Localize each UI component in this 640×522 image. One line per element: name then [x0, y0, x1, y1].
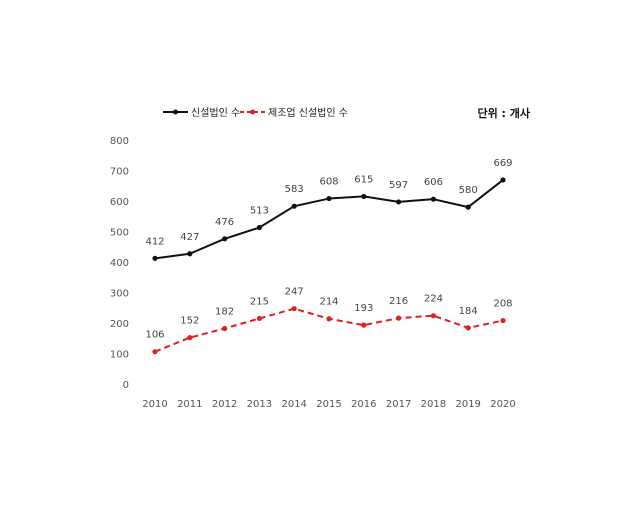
data-point [222, 325, 228, 332]
data-point [465, 325, 471, 331]
y-tick-label: 600 [110, 197, 129, 208]
legend-label-series-2: 제조업 신설법인 수 [268, 106, 348, 119]
data-label: 669 [493, 158, 512, 169]
data-point [361, 193, 367, 200]
unit-label: 단위 : 개사 [477, 106, 530, 120]
data-point [500, 177, 506, 183]
series-line-2 [154, 307, 504, 353]
data-label: 583 [285, 184, 304, 195]
data-point [256, 315, 262, 322]
data-label: 412 [145, 236, 164, 247]
data-point [152, 255, 158, 261]
data-point [256, 224, 262, 231]
series-layer [152, 177, 506, 355]
x-tick-label: 2010 [142, 399, 167, 410]
x-tick-label: 2011 [177, 399, 202, 410]
data-label: 152 [180, 316, 199, 327]
data-label: 193 [354, 303, 373, 314]
data-point [430, 196, 436, 202]
data-label: 182 [215, 306, 234, 317]
y-tick-label: 800 [110, 136, 129, 147]
data-point [465, 204, 471, 210]
data-point [222, 236, 228, 242]
x-axis: 2010 2011 2012 2013 2014 2015 2016 2017 2018 2019… [142, 399, 515, 410]
data-label: 247 [285, 287, 304, 298]
data-label: 184 [459, 306, 478, 317]
data-label: 224 [424, 294, 443, 305]
data-point [326, 316, 332, 322]
data-label: 214 [319, 297, 338, 308]
data-label: 476 [215, 217, 234, 228]
x-tick-label: 2012 [212, 399, 237, 410]
data-label: 216 [389, 296, 408, 307]
data-point [500, 317, 506, 324]
y-tick-label: 200 [110, 319, 129, 330]
data-point [430, 313, 436, 319]
data-point [152, 349, 158, 355]
x-tick-label: 2013 [247, 399, 272, 410]
y-tick-label: 300 [110, 289, 129, 300]
y-tick-label: 700 [110, 167, 129, 178]
data-label: 606 [424, 177, 443, 188]
y-tick-label: 100 [110, 350, 129, 361]
x-tick-label: 2017 [386, 399, 411, 410]
data-label: 608 [319, 177, 338, 188]
data-point [187, 251, 193, 257]
data-point [326, 195, 332, 202]
x-tick-label: 2014 [281, 399, 306, 410]
data-label: 208 [493, 299, 512, 310]
legend: 신설법인 수 제조업 신설법인 수 [163, 106, 348, 119]
legend-marker-series-2 [250, 109, 255, 115]
series-line-1 [154, 179, 504, 260]
data-label: 427 [180, 232, 199, 243]
x-tick-label: 2016 [351, 399, 376, 410]
legend-marker-series-1 [173, 109, 178, 115]
data-labels-layer: 412 427 476 513 583 608 615 597 606 580 669 106 152 1… [145, 158, 512, 341]
x-tick-label: 2015 [316, 399, 341, 410]
y-tick-label: 500 [110, 228, 129, 239]
data-point [291, 306, 297, 312]
data-point [187, 335, 193, 341]
data-label: 597 [389, 180, 408, 191]
data-point [361, 322, 367, 328]
data-label: 215 [250, 296, 269, 307]
x-tick-label: 2020 [490, 399, 515, 410]
data-label: 106 [145, 330, 164, 341]
data-label: 580 [459, 185, 478, 196]
legend-label-series-1: 신설법인 수 [191, 107, 240, 119]
data-label: 513 [250, 206, 269, 217]
data-point [291, 203, 297, 209]
x-tick-label: 2018 [421, 399, 446, 410]
data-label: 615 [354, 174, 373, 185]
x-tick-label: 2019 [455, 399, 480, 410]
data-point [396, 199, 402, 205]
data-point [396, 315, 402, 321]
y-tick-label: 0 [123, 380, 129, 391]
y-tick-label: 400 [110, 258, 129, 269]
y-axis: 0 100 200 300 400 500 600 700 800 [110, 136, 129, 391]
